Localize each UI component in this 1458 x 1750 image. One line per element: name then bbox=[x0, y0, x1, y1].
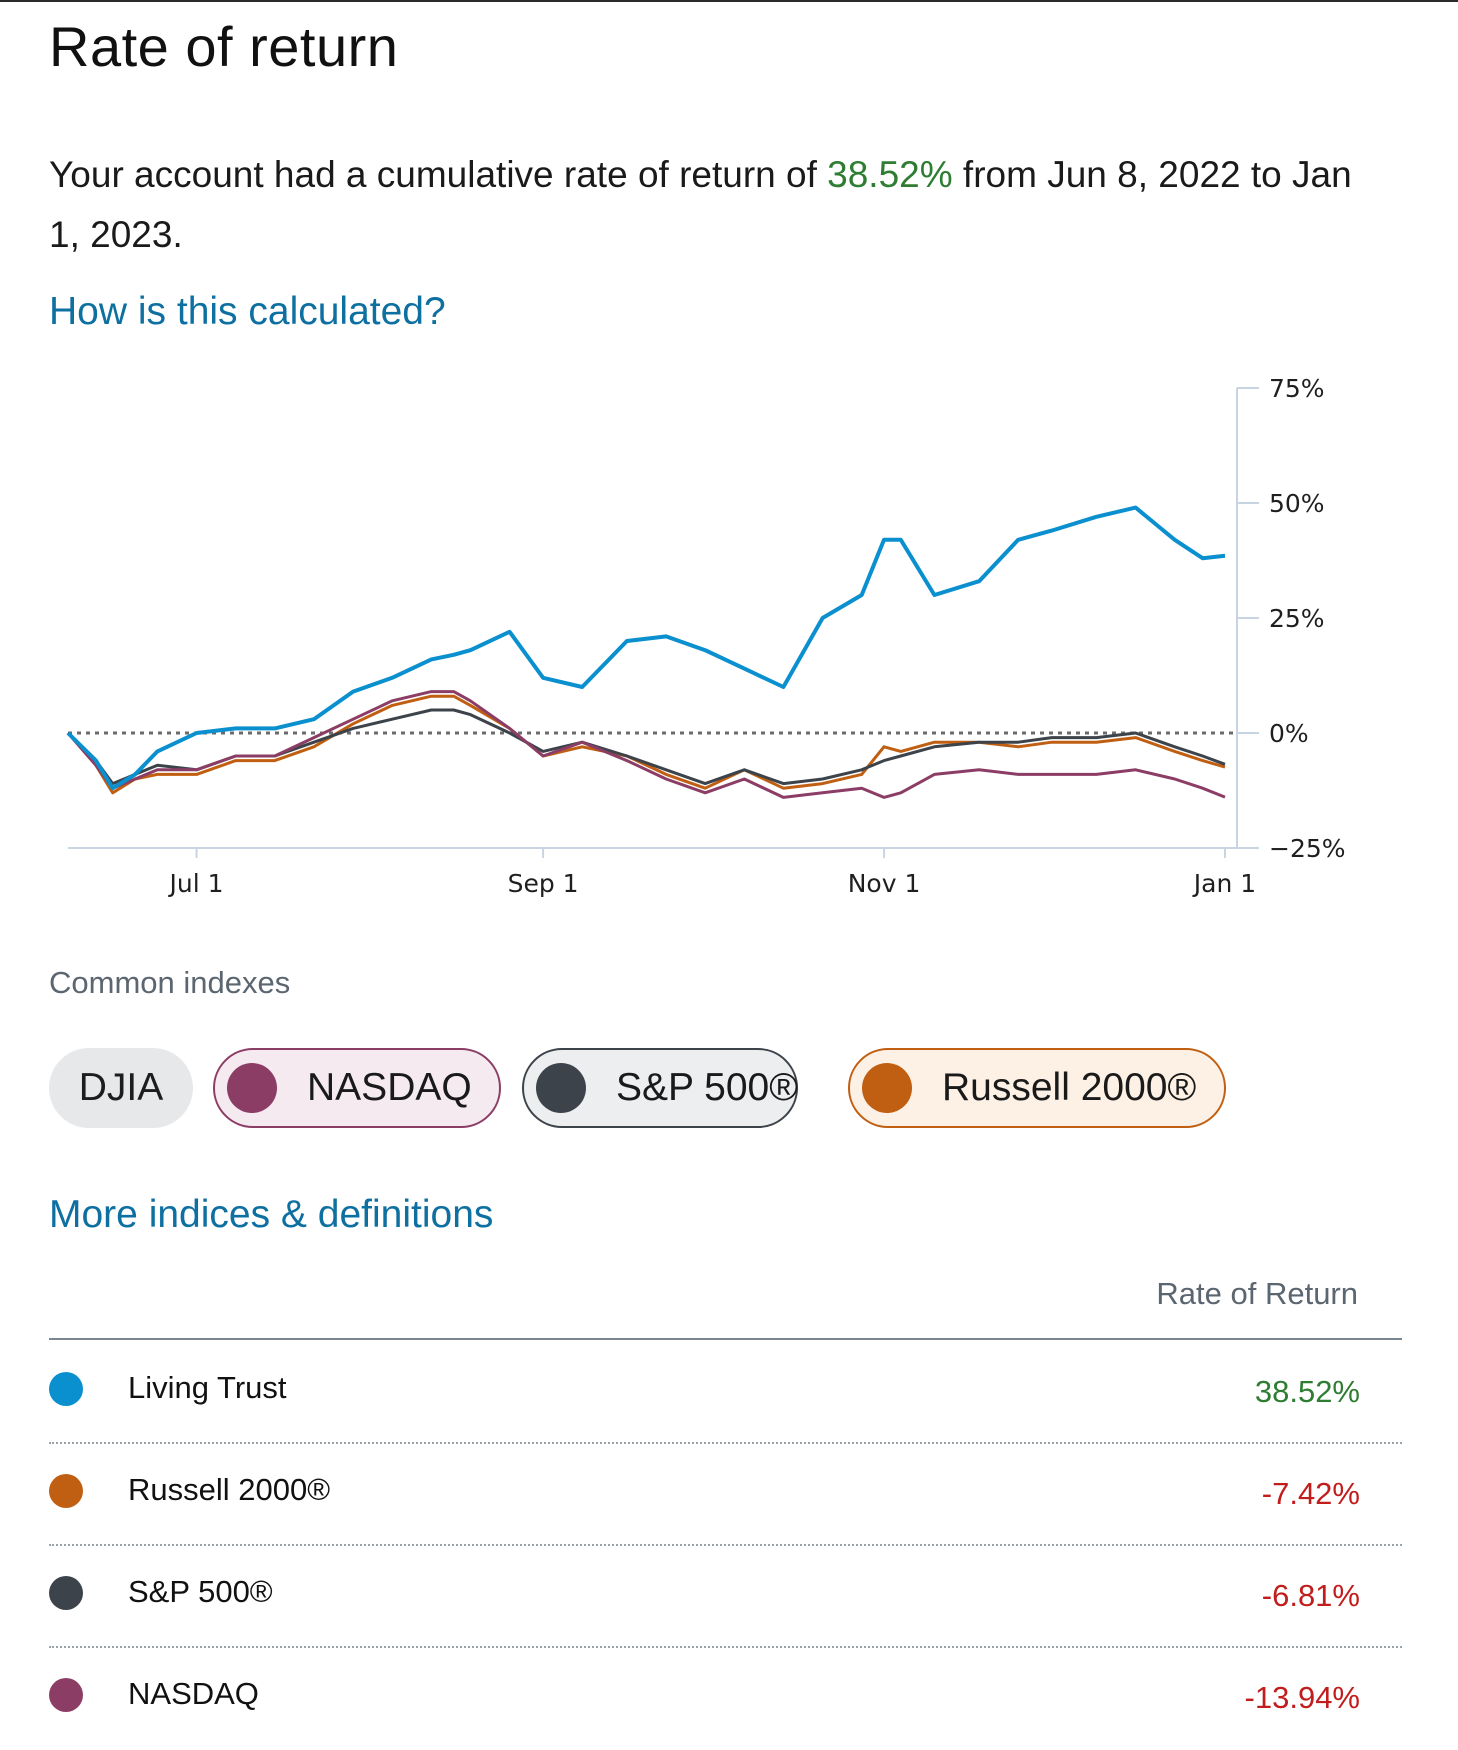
common-indexes-label: Common indexes bbox=[49, 965, 291, 1000]
row-value: -13.94% bbox=[1244, 1680, 1360, 1715]
russell-color-dot-icon bbox=[862, 1063, 912, 1113]
table-row-nasdaq: NASDAQ -13.94% bbox=[49, 1648, 1402, 1750]
rate-of-return-column-header: Rate of Return bbox=[1156, 1276, 1358, 1311]
series-line-russell-2000 bbox=[66, 694, 1226, 795]
russell-legend-dot-icon bbox=[49, 1474, 83, 1508]
x-tick-label: Nov 1 bbox=[848, 869, 921, 898]
series-line-living-trust bbox=[66, 505, 1226, 791]
y-tick-label: 75% bbox=[1269, 374, 1325, 403]
chip-sp500[interactable]: S&P 500® bbox=[522, 1048, 798, 1128]
chip-djia-label: DJIA bbox=[78, 1066, 164, 1109]
row-divider bbox=[49, 1646, 1402, 1648]
x-tick-label: Sep 1 bbox=[508, 869, 579, 898]
row-divider bbox=[49, 1442, 1402, 1444]
y-tick-label: 50% bbox=[1269, 489, 1325, 518]
chip-djia[interactable]: DJIA bbox=[49, 1048, 193, 1128]
row-value: -6.81% bbox=[1261, 1578, 1360, 1613]
nasdaq-legend-dot-icon bbox=[49, 1678, 83, 1712]
chip-russell2000[interactable]: Russell 2000® bbox=[848, 1048, 1226, 1128]
summary-prefix: Your account had a cumulative rate of re… bbox=[49, 154, 828, 195]
x-tick-label: Jul 1 bbox=[168, 869, 224, 898]
table-row-living-trust: Living Trust 38.52% bbox=[49, 1342, 1402, 1444]
nasdaq-color-dot-icon bbox=[227, 1063, 277, 1113]
series-line-s-p-500 bbox=[66, 708, 1226, 786]
more-indices-link[interactable]: More indices & definitions bbox=[49, 1193, 494, 1236]
series-line-nasdaq bbox=[66, 690, 1226, 799]
y-tick-label: 0% bbox=[1269, 719, 1309, 748]
row-name: Russell 2000® bbox=[128, 1472, 331, 1507]
rate-of-return-chart: Jul 1 Sep 1 Nov 1 Jan 1 75% 50% 25% 0% −25% bbox=[66, 374, 1346, 898]
living-trust-legend-dot-icon bbox=[49, 1372, 83, 1406]
row-value: 38.52% bbox=[1254, 1374, 1360, 1409]
chip-russell2000-label: Russell 2000® bbox=[942, 1066, 1197, 1109]
chart-series bbox=[66, 505, 1226, 799]
summary-return-pct: 38.52% bbox=[827, 154, 953, 195]
summary-suffix: from Jun 8, 2022 to Jan 1, 2023. bbox=[49, 154, 1352, 255]
table-header-divider bbox=[49, 1338, 1402, 1340]
chart-axes bbox=[68, 388, 1238, 849]
row-name: Living Trust bbox=[128, 1370, 287, 1405]
row-value: -7.42% bbox=[1261, 1476, 1360, 1511]
row-name: NASDAQ bbox=[128, 1676, 259, 1711]
how-calculated-link[interactable]: How is this calculated? bbox=[49, 290, 446, 333]
chip-nasdaq-label: NASDAQ bbox=[307, 1066, 472, 1109]
top-border bbox=[0, 0, 1458, 2]
x-axis-ticks: Jul 1 Sep 1 Nov 1 Jan 1 bbox=[168, 848, 1256, 898]
row-divider bbox=[49, 1544, 1402, 1546]
x-tick-label: Jan 1 bbox=[1192, 869, 1256, 898]
y-tick-label: 25% bbox=[1269, 604, 1325, 633]
table-row-russell2000: Russell 2000® -7.42% bbox=[49, 1444, 1402, 1546]
sp500-color-dot-icon bbox=[536, 1063, 586, 1113]
table-row-sp500: S&P 500® -6.81% bbox=[49, 1546, 1402, 1648]
y-tick-label: −25% bbox=[1269, 834, 1346, 863]
chip-nasdaq[interactable]: NASDAQ bbox=[213, 1048, 501, 1128]
y-axis-ticks: 75% 50% 25% 0% −25% bbox=[1237, 374, 1346, 863]
row-name: S&P 500® bbox=[128, 1574, 273, 1609]
chip-sp500-label: S&P 500® bbox=[616, 1066, 798, 1109]
return-summary: Your account had a cumulative rate of re… bbox=[49, 145, 1389, 265]
sp500-legend-dot-icon bbox=[49, 1576, 83, 1610]
page-title: Rate of return bbox=[49, 15, 399, 78]
